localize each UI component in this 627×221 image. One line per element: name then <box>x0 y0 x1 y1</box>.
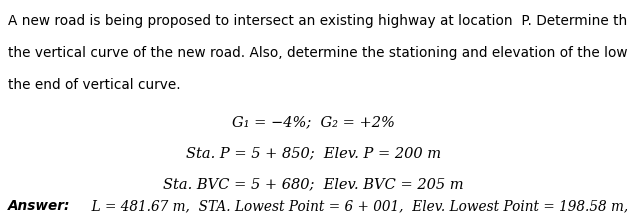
Text: Sta. BVC = 5 + 680;  Elev. BVC = 205 m: Sta. BVC = 5 + 680; Elev. BVC = 205 m <box>163 177 464 191</box>
Text: A new road is being proposed to intersect an existing highway at location  P. De: A new road is being proposed to intersec… <box>8 14 627 28</box>
Text: Answer:: Answer: <box>8 199 70 213</box>
Text: the end of vertical curve.: the end of vertical curve. <box>8 78 180 92</box>
Text: Sta. P = 5 + 850;  Elev. P = 200 m: Sta. P = 5 + 850; Elev. P = 200 m <box>186 146 441 160</box>
Text: G₁ = −4%;  G₂ = +2%: G₁ = −4%; G₂ = +2% <box>232 115 395 129</box>
Text: the vertical curve of the new road. Also, determine the stationing and elevation: the vertical curve of the new road. Also… <box>8 46 627 60</box>
Text: L = 481.67 m,  STA. Lowest Point = 6 + 001,  Elev. Lowest Point = 198.58 m,  STA: L = 481.67 m, STA. Lowest Point = 6 + 00… <box>61 199 627 213</box>
